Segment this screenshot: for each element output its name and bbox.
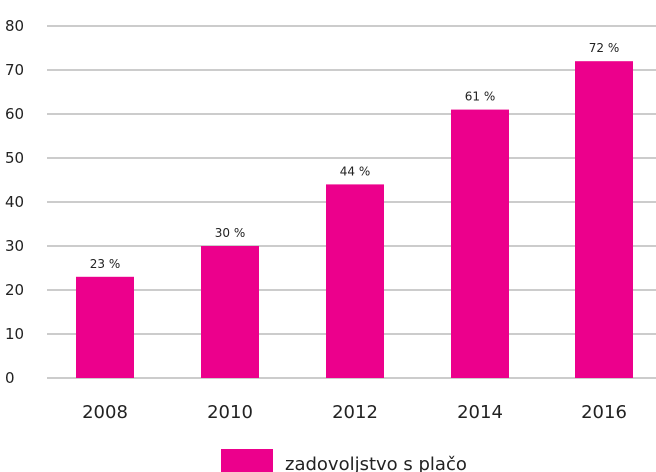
y-tick-label-70: 70 xyxy=(5,61,24,79)
bar-2012 xyxy=(326,184,384,378)
bars xyxy=(76,61,633,378)
legend-label: zadovoljstvo s plačo xyxy=(285,454,467,472)
x-tick-label-2014: 2014 xyxy=(457,402,503,423)
y-axis-tick-labels: 0 10 20 30 40 50 60 70 80 xyxy=(5,17,24,387)
y-tick-label-60: 60 xyxy=(5,105,24,123)
bar-2014 xyxy=(451,109,509,378)
x-tick-label-2012: 2012 xyxy=(332,402,378,423)
data-label-2012: 44 % xyxy=(340,164,371,178)
legend-swatch xyxy=(221,449,273,472)
x-axis-tick-labels: 2008 2010 2012 2014 2016 xyxy=(82,402,627,423)
x-tick-label-2016: 2016 xyxy=(581,402,627,423)
x-tick-label-2010: 2010 xyxy=(207,402,253,423)
data-label-2008: 23 % xyxy=(90,257,121,271)
y-tick-label-80: 80 xyxy=(5,17,24,35)
x-tick-label-2008: 2008 xyxy=(82,402,128,423)
y-tick-label-10: 10 xyxy=(5,325,24,343)
y-tick-label-50: 50 xyxy=(5,149,24,167)
data-label-2014: 61 % xyxy=(465,90,496,104)
y-tick-label-40: 40 xyxy=(5,193,24,211)
bar-data-labels: 23 % 30 % 44 % 61 % 72 % xyxy=(90,41,620,271)
y-tick-label-20: 20 xyxy=(5,281,24,299)
legend: zadovoljstvo s plačo xyxy=(221,449,467,472)
bar-2010 xyxy=(201,246,259,378)
bar-2008 xyxy=(76,276,134,378)
y-tick-label-0: 0 xyxy=(5,369,15,387)
data-label-2010: 30 % xyxy=(215,226,246,240)
data-label-2016: 72 % xyxy=(589,41,620,55)
bar-2016 xyxy=(575,61,633,378)
y-tick-label-30: 30 xyxy=(5,237,24,255)
